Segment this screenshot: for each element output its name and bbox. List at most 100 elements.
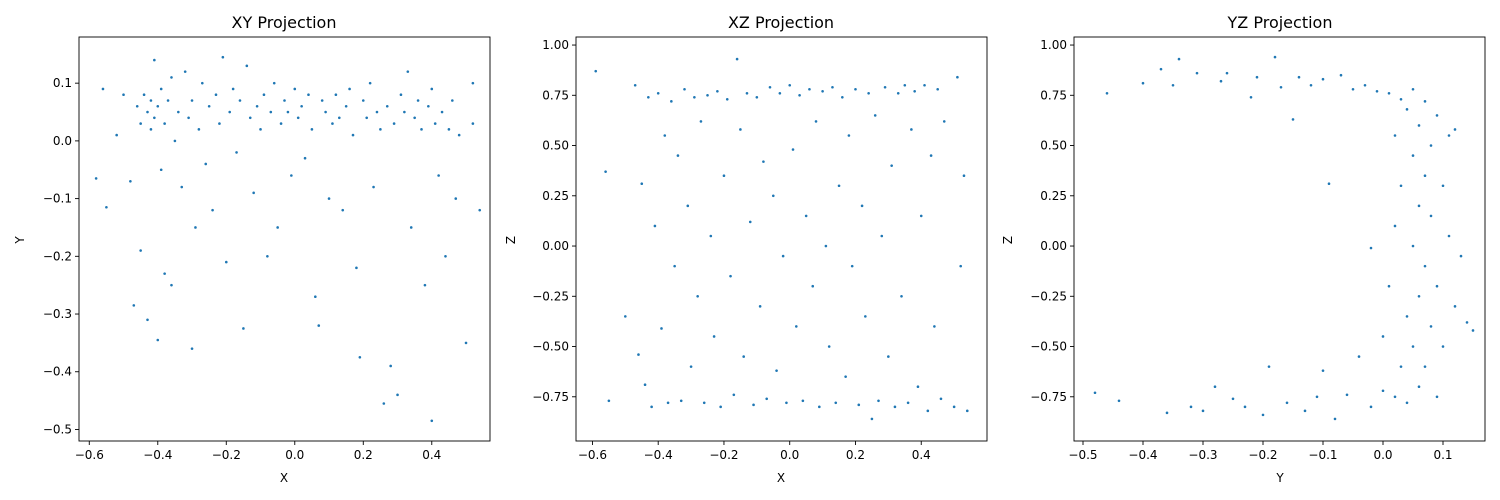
xy-point (300, 104, 303, 108)
xz-point (873, 114, 877, 117)
xz-point (696, 294, 699, 298)
xy-point (142, 93, 146, 97)
xy-point (348, 87, 351, 91)
xz-point (768, 85, 772, 89)
xz-point (916, 385, 920, 389)
xy-point (266, 255, 269, 258)
xz-point (942, 120, 946, 123)
xy-plot-area: −0.6 −0.4 −0.2 0.0 0.2 0.4 −0.5 −0.4 −0.3 −0.2 −0.… (43, 36, 491, 462)
xz-chart-title: XZ Projection (728, 13, 834, 32)
xy-y-axis-label: Y (13, 236, 27, 245)
xy-point (269, 110, 273, 114)
yz-y-tick-label: −0.75 (1030, 390, 1067, 404)
yz-x-tick-label: −0.3 (1188, 448, 1217, 462)
yz-x-tick-label: −0.5 (1068, 448, 1097, 462)
xz-y-tick-label: 1.00 (542, 38, 569, 52)
xy-y-tick-label: −0.5 (43, 422, 72, 436)
xz-point (818, 405, 821, 409)
yz-point (1471, 329, 1475, 332)
xy-point (163, 122, 166, 125)
yz-point (1225, 71, 1229, 75)
xy-point (307, 93, 310, 97)
xz-point (890, 164, 893, 167)
xy-point (338, 116, 341, 120)
xz-point (656, 91, 660, 95)
yz-y-axis-label: Z (1001, 236, 1015, 244)
xz-y-tick-label: 0.00 (542, 239, 569, 253)
xz-point (837, 184, 841, 188)
yz-point (1213, 385, 1217, 389)
xz-point (653, 224, 657, 228)
xz-point (867, 91, 870, 95)
xy-point (201, 81, 204, 85)
xz-point (939, 397, 943, 401)
yz-point (1309, 83, 1313, 87)
xy-x-tick-label: 0.0 (285, 448, 304, 462)
xz-point (821, 89, 824, 93)
yz-point (1429, 144, 1433, 147)
xy-point (259, 128, 262, 131)
yz-point (1387, 91, 1391, 95)
xy-point (454, 197, 458, 200)
yz-point (1303, 409, 1307, 413)
yz-point (1399, 365, 1403, 368)
yz-point (1321, 369, 1325, 372)
yz-point (1249, 96, 1253, 99)
xy-point (351, 133, 355, 137)
yz-point (1453, 128, 1457, 131)
yz-x-tick-label: −0.2 (1248, 448, 1277, 462)
yz-y-tick-label: 0.25 (1040, 189, 1067, 203)
xy-point (430, 87, 434, 91)
xz-y-tick-label: −0.75 (532, 390, 569, 404)
xy-point (375, 110, 379, 114)
yz-point (1429, 214, 1433, 218)
xy-point (406, 70, 410, 73)
xy-point (115, 133, 118, 137)
xz-x-tick-label: 0.0 (780, 448, 799, 462)
xz-point (765, 397, 768, 401)
yz-x-tick-label: −0.1 (1308, 448, 1337, 462)
xz-point (663, 134, 667, 137)
xz-point (923, 83, 926, 87)
xy-y-tick-label: −0.4 (43, 365, 72, 379)
yz-x-tick-label: 0.1 (1433, 448, 1452, 462)
xy-point (207, 104, 211, 108)
yz-point (1405, 108, 1409, 111)
xy-y-tick-label: −0.1 (43, 192, 72, 206)
xy-point (204, 162, 208, 166)
xz-point (811, 284, 815, 288)
xz-point (758, 305, 762, 308)
xy-point (146, 318, 149, 322)
yz-x-tick-label: −0.4 (1128, 448, 1157, 462)
yz-point (1291, 118, 1295, 121)
xz-point (936, 87, 939, 91)
xz-y-axis-label: Z (504, 236, 518, 244)
xy-point (320, 99, 324, 102)
yz-point (1447, 134, 1451, 137)
xy-x-tick-label: −0.4 (143, 448, 172, 462)
xz-point (926, 409, 930, 413)
xy-point (94, 177, 98, 180)
yz-point (1423, 174, 1427, 177)
xz-point (854, 87, 857, 91)
xy-point (173, 139, 177, 143)
xy-point (149, 128, 153, 131)
xy-point (283, 99, 286, 102)
xz-x-axis-label: X (777, 471, 785, 485)
xz-point (965, 409, 969, 413)
xy-point (427, 104, 430, 108)
xy-point (166, 99, 170, 102)
xz-point (725, 98, 729, 101)
xy-point (224, 260, 228, 264)
xy-point (218, 122, 221, 125)
xy-point (132, 304, 136, 307)
xy-point (194, 226, 197, 229)
xy-point (416, 99, 420, 102)
xy-point (296, 116, 300, 120)
xz-point (689, 365, 693, 368)
yz-y-tick-label: 0.00 (1040, 239, 1067, 253)
xz-point (801, 399, 805, 403)
xz-point (607, 399, 611, 403)
yz-point (1411, 87, 1415, 91)
xz-plot-area: −0.6 −0.4 −0.2 0.0 0.2 0.4 −0.75 −0.50 −0.25 0.00… (532, 36, 988, 462)
